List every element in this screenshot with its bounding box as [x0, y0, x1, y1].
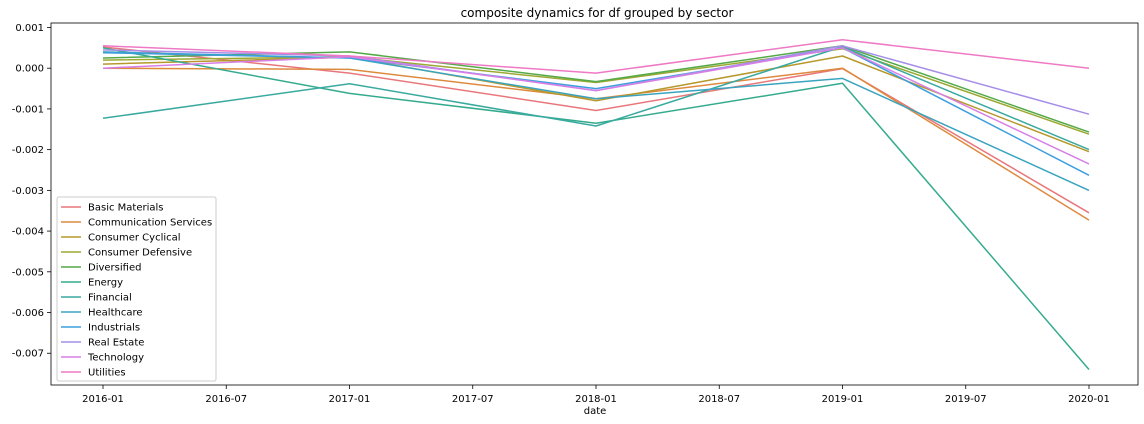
- y-tick-label: -0.006: [12, 308, 44, 319]
- y-tick-label: -0.004: [12, 227, 44, 238]
- y-tick-label: -0.002: [12, 145, 44, 156]
- legend-label-basic-materials: Basic Materials: [88, 203, 164, 214]
- legend-label-consumer-defensive: Consumer Defensive: [88, 248, 192, 259]
- x-tick-label: 2017-01: [329, 394, 371, 405]
- x-tick-label: 2016-01: [82, 394, 124, 405]
- series-line-technology: [102, 47, 1090, 165]
- legend-label-diversified: Diversified: [88, 263, 141, 274]
- x-tick-label: 2016-07: [205, 394, 247, 405]
- x-tick-label: 2018-01: [575, 394, 617, 405]
- series-line-energy: [102, 47, 1090, 370]
- x-tick-label: 2019-07: [945, 394, 987, 405]
- x-tick-label: 2017-07: [452, 394, 494, 405]
- x-tick-label: 2019-01: [822, 394, 864, 405]
- chart-title: composite dynamics for df grouped by sec…: [461, 6, 734, 20]
- series-line-basic-materials: [102, 46, 1090, 214]
- legend-label-financial: Financial: [88, 293, 132, 304]
- series-line-financial: [102, 45, 1090, 151]
- x-tick-label: 2018-07: [698, 394, 740, 405]
- y-tick-label: 0.000: [15, 64, 44, 75]
- series-line-industrials: [102, 47, 1090, 176]
- legend-label-real-estate: Real Estate: [88, 338, 144, 349]
- x-axis: 2016-01 2016-07 2017-01 2017-07 2018-01 2018-…: [82, 385, 1110, 405]
- x-tick-label: 2020-01: [1068, 394, 1110, 405]
- y-tick-label: -0.001: [12, 104, 44, 115]
- legend-frame: [56, 196, 217, 382]
- y-tick-label: 0.001: [15, 23, 44, 34]
- plot-frame: [50, 22, 1139, 386]
- x-axis-label: date: [584, 406, 607, 417]
- legend-label-healthcare: Healthcare: [88, 308, 143, 319]
- y-axis: 0.001 0.000 -0.001 -0.002 -0.003 -0.004 -0.005…: [12, 23, 51, 360]
- legend-label-industrials: Industrials: [88, 323, 140, 334]
- legend: Basic Materials Communication Services Con…: [56, 196, 217, 382]
- y-tick-label: -0.003: [12, 186, 44, 197]
- series-line-utilities: [102, 38, 1090, 74]
- legend-label-utilities: Utilities: [88, 368, 126, 379]
- legend-label-energy: Energy: [88, 278, 123, 289]
- y-tick-label: -0.005: [12, 267, 44, 278]
- y-tick-label: -0.007: [12, 349, 44, 360]
- legend-label-technology: Technology: [87, 353, 144, 364]
- legend-label-communication-services: Communication Services: [88, 218, 212, 229]
- series-line-consumer-defensive: [102, 47, 1090, 135]
- plot-lines: [102, 38, 1090, 370]
- legend-label-consumer-cyclical: Consumer Cyclical: [88, 233, 181, 244]
- series-line-consumer-cyclical: [102, 55, 1090, 153]
